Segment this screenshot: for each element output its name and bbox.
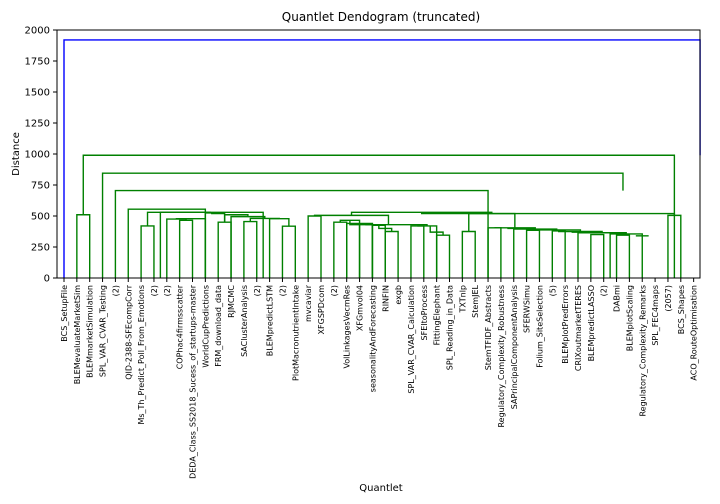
leaf-label: DABmi [613, 285, 622, 312]
dendrogram-link [140, 225, 155, 278]
leaf-label: (2057) [664, 285, 673, 312]
leaf-label: FittingElephant [433, 285, 442, 345]
y-tick-label: 1000 [25, 150, 50, 161]
leaf-label: RINFIN [381, 285, 390, 312]
y-tick-label: 500 [31, 212, 50, 223]
leaf-label: FRM_download_data [214, 285, 223, 367]
dendrogram-link [223, 214, 249, 223]
leaf-label: BLEMmarketSimulation [86, 285, 95, 378]
y-tick-label: 750 [31, 181, 50, 192]
dendrogram-link [417, 225, 438, 278]
y-tick-label: 250 [31, 243, 50, 254]
leaf-label: Regulatory_Complexity_Remarks [638, 285, 647, 417]
leaf-label: StemJEL [471, 284, 480, 317]
x-axis-label: Quantlet [359, 483, 403, 494]
leaf-label: BLEMpredictLASSO [587, 285, 596, 361]
y-tick-label: 0 [44, 274, 50, 285]
y-tick-label: 1250 [25, 119, 50, 130]
leaf-label: (2) [150, 285, 159, 296]
leaf-label: BLEMevaluateMarketSim [73, 285, 82, 385]
leaf-label: (2) [330, 285, 339, 296]
dendrogram-link [82, 154, 676, 278]
leaf-label: BLEMplotScaling [625, 285, 634, 351]
leaf-label: COPhac4firmsscatter [176, 284, 185, 369]
leaf-label: SAClusterAnalysis [240, 285, 249, 357]
leaf-label: StemTFIDF_Abstracts [484, 285, 493, 370]
leaf-label: (2) [600, 285, 609, 296]
dendrogram-link [590, 233, 605, 278]
x-axis-leaf-labels: BCS_SetupFile BLEMevaluateMarketSim BLEMma… [60, 278, 699, 479]
leaf-label: SFEItoProcess [420, 285, 429, 340]
dendrogram-link [420, 212, 676, 216]
leaf-label: DEDA_Class_SS2018_Sucess_of_startups-mas… [189, 284, 198, 479]
leaf-label: (2) [111, 285, 120, 296]
leaf-label: (2) [163, 285, 172, 296]
leaf-label: XFGmvol04 [356, 285, 365, 331]
leaf-label: BCS_Shapes [677, 285, 686, 334]
y-axis-ticks: 0 250 500 750 1000 1250 1500 1750 2000 [25, 26, 57, 285]
leaf-label: BLEMplotPredErrors [561, 285, 570, 364]
leaf-label: SPL_VAR_CVAR_Testing [99, 285, 108, 377]
leaf-label: SPL_VAR_CVAR_Calculation [407, 285, 416, 394]
leaf-label: TXTnlp [458, 285, 467, 313]
leaf-label: (2) [278, 285, 287, 296]
leaf-label: SFERWSimu [523, 285, 532, 333]
dendrogram-link [76, 214, 91, 278]
leaf-label: seasonalityAndForecasting [368, 285, 377, 392]
dendrogram-link [615, 234, 631, 278]
leaf-label: SAPrincipalComponentAnalysis [510, 285, 519, 409]
leaf-label: SPL_Reading_in_Data [446, 285, 455, 370]
leaf-label: Ms_Th_Predict_Poll_From_Emotions [137, 285, 146, 425]
chart-title: Quantlet Dendogram (truncated) [282, 10, 480, 24]
dendrogram-links [63, 39, 701, 278]
y-tick-label: 1500 [25, 88, 50, 99]
leaf-label: BCS_SetupFile [60, 285, 69, 342]
leaf-label: (2) [253, 285, 262, 296]
leaf-label: CRIXoutmarketTERES [574, 285, 583, 371]
dendrogram-link [494, 227, 536, 230]
dendrogram-link [159, 211, 211, 278]
leaf-label: exgb [394, 285, 403, 305]
leaf-label: SPL_FEC4maps [651, 285, 660, 346]
leaf-label: mvcaviar [304, 284, 313, 322]
leaf-label: PlotMacronutrientIntake [291, 285, 300, 381]
leaf-label: QID-2388-SFEcompCorr [124, 284, 133, 379]
leaf-label: VolLinkagesVecmRes [343, 285, 352, 369]
leaf-label: Folium_SiteSelection [535, 285, 544, 368]
y-axis-label: Distance [11, 132, 22, 176]
leaf-label: ACO_RouteOptimisation [690, 285, 699, 381]
leaf-label: RJMCMC [227, 285, 236, 318]
leaf-label: XFGSPDcom [317, 285, 326, 335]
y-tick-label: 2000 [25, 26, 50, 37]
y-tick-label: 1750 [25, 57, 50, 68]
leaf-label: BLEMpredictLSTM [266, 285, 275, 356]
leaf-label: Regulatory_Complexity_Robustness [497, 285, 506, 428]
dendrogram-link [101, 172, 624, 278]
leaf-label: WorldCupPredictions [201, 285, 210, 368]
leaf-label: (5) [548, 285, 557, 296]
